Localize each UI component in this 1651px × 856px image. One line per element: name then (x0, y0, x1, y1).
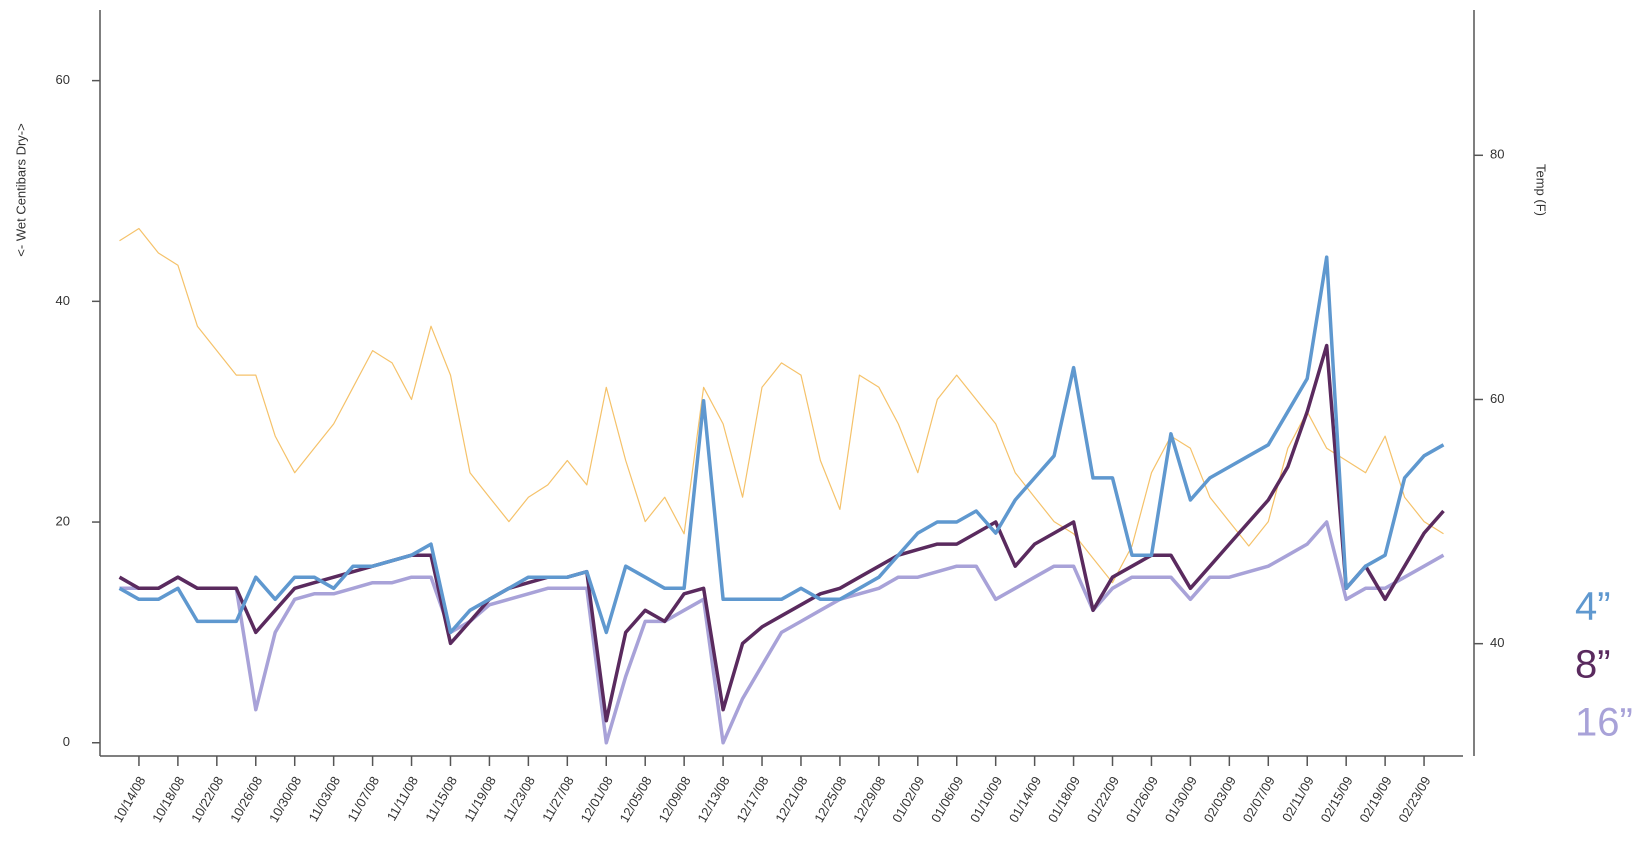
x-tick-label: 01/30/09 (1162, 774, 1200, 825)
series-line (118, 255, 1445, 635)
y2-tick-label: 60 (1490, 391, 1504, 406)
x-tick-label: 10/30/08 (266, 774, 304, 825)
x-tick-label: 12/17/08 (733, 774, 771, 825)
x-tick-label: 11/27/08 (539, 774, 577, 824)
x-tick-label: 12/01/08 (578, 774, 616, 825)
series-line (118, 343, 1445, 723)
x-tick-label: 10/18/08 (149, 774, 187, 825)
x-tick-label: 01/02/09 (889, 774, 927, 825)
x-tick-label: 01/06/09 (928, 774, 966, 825)
legend-label: 8” (1575, 643, 1611, 687)
legend-label: 16” (1575, 701, 1633, 745)
y2-tick-label: 40 (1490, 635, 1504, 650)
y2-axis-label: Temp (F) (1534, 164, 1549, 216)
x-tick-label: 12/05/08 (616, 774, 654, 825)
legend-label: 4” (1575, 585, 1611, 629)
x-tick-label: 11/15/08 (422, 774, 460, 824)
x-tick-label: 12/13/08 (694, 774, 732, 825)
x-tick-label: 01/14/09 (1006, 774, 1044, 825)
series-line (119, 520, 1445, 745)
x-tick-label: 02/15/09 (1317, 774, 1355, 825)
x-tick-label: 10/26/08 (227, 774, 265, 825)
x-tick-label: 02/03/09 (1201, 774, 1239, 825)
x-tick-label: 11/07/08 (344, 774, 382, 824)
y-tick-label: 0 (63, 734, 70, 749)
x-tick-label: 01/18/09 (1045, 774, 1083, 825)
x-tick-label: 11/19/08 (461, 774, 499, 824)
x-tick-label: 02/11/09 (1279, 774, 1317, 824)
x-tick-label: 11/03/08 (305, 774, 343, 824)
y-tick-label: 40 (56, 293, 70, 308)
series-line (119, 227, 1444, 584)
x-tick-label: 02/07/09 (1240, 774, 1278, 825)
x-tick-label: 12/25/08 (811, 774, 849, 825)
x-tick-label: 02/23/09 (1395, 774, 1433, 825)
x-tick-label: 12/21/08 (772, 774, 810, 825)
x-tick-label: 11/11/08 (384, 774, 421, 824)
x-tick-label: 01/22/09 (1084, 774, 1122, 825)
x-tick-label: 02/19/09 (1356, 774, 1394, 825)
y-tick-label: 60 (56, 72, 70, 87)
y2-tick-label: 80 (1490, 147, 1504, 162)
x-tick-label: 01/26/09 (1123, 774, 1161, 825)
x-tick-label: 10/22/08 (188, 774, 226, 825)
y-tick-label: 20 (56, 513, 70, 528)
x-tick-label: 11/23/08 (500, 774, 538, 824)
x-tick-label: 01/10/09 (967, 774, 1005, 825)
x-tick-label: 12/29/08 (850, 774, 888, 825)
x-tick-label: 10/14/08 (110, 774, 148, 825)
x-tick-label: 12/09/08 (655, 774, 693, 825)
y-axis-label: <- Wet Centibars Dry-> (13, 123, 28, 256)
